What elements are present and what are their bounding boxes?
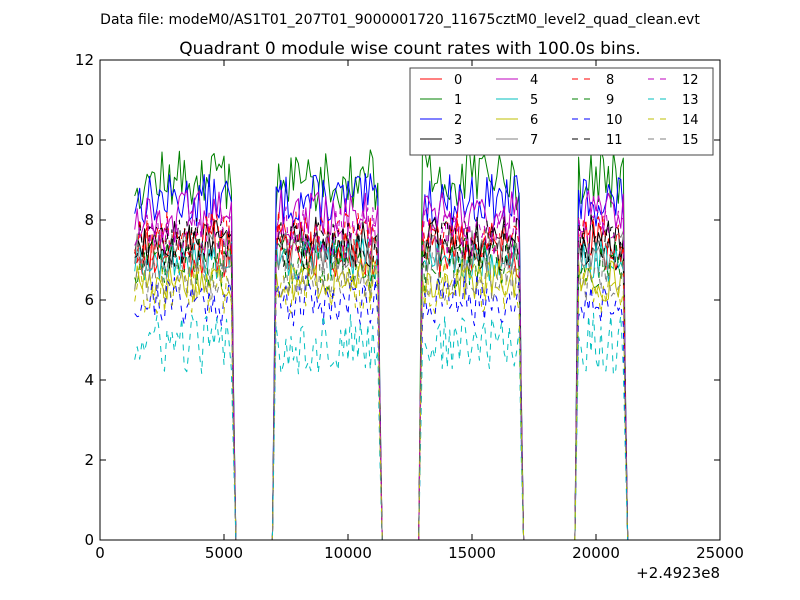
figure-suptitle: Data file: modeM0/AS1T01_207T01_90000017… — [100, 12, 700, 28]
y-tick-label: 6 — [84, 291, 94, 309]
series-line-12 — [134, 205, 629, 541]
legend-label-7: 7 — [530, 133, 538, 148]
chart-title: Quadrant 0 module wise count rates with … — [179, 39, 640, 59]
legend-label-8: 8 — [606, 73, 614, 88]
legend-label-11: 11 — [606, 133, 623, 148]
legend-label-12: 12 — [682, 73, 699, 88]
x-tick-label: 5000 — [205, 544, 243, 562]
series-layer — [134, 149, 629, 541]
legend-label-14: 14 — [682, 113, 699, 128]
legend-label-4: 4 — [530, 73, 538, 88]
y-tick-label: 12 — [75, 51, 94, 69]
series-line-14 — [134, 261, 629, 541]
x-tick-label: 10000 — [324, 544, 372, 562]
x-tick-label: 0 — [95, 544, 105, 562]
y-tick-label: 2 — [84, 451, 94, 469]
x-tick-label: 15000 — [448, 544, 496, 562]
legend-label-15: 15 — [682, 133, 699, 148]
y-tick-label: 8 — [84, 211, 94, 229]
x-tick-label: 20000 — [572, 544, 620, 562]
legend-box — [409, 67, 714, 156]
legend-label-2: 2 — [454, 113, 462, 128]
legend-label-0: 0 — [454, 73, 462, 88]
series-line-6 — [134, 257, 629, 541]
y-tick-label: 10 — [75, 131, 94, 149]
legend-label-1: 1 — [454, 93, 462, 108]
y-tick-label: 0 — [84, 531, 94, 549]
series-line-4 — [134, 189, 629, 541]
y-tick-label: 4 — [84, 371, 94, 389]
legend-label-5: 5 — [530, 93, 538, 108]
legend-label-13: 13 — [682, 93, 699, 108]
legend-label-6: 6 — [530, 113, 538, 128]
legend-label-3: 3 — [454, 133, 462, 148]
series-line-9 — [134, 237, 629, 541]
x-tick-label: 25000 — [696, 544, 744, 562]
series-line-7 — [134, 230, 629, 541]
legend-label-9: 9 — [606, 93, 614, 108]
legend-label-10: 10 — [606, 113, 623, 128]
x-offset-label: +2.4923e8 — [636, 564, 720, 582]
series-line-13 — [134, 312, 629, 541]
